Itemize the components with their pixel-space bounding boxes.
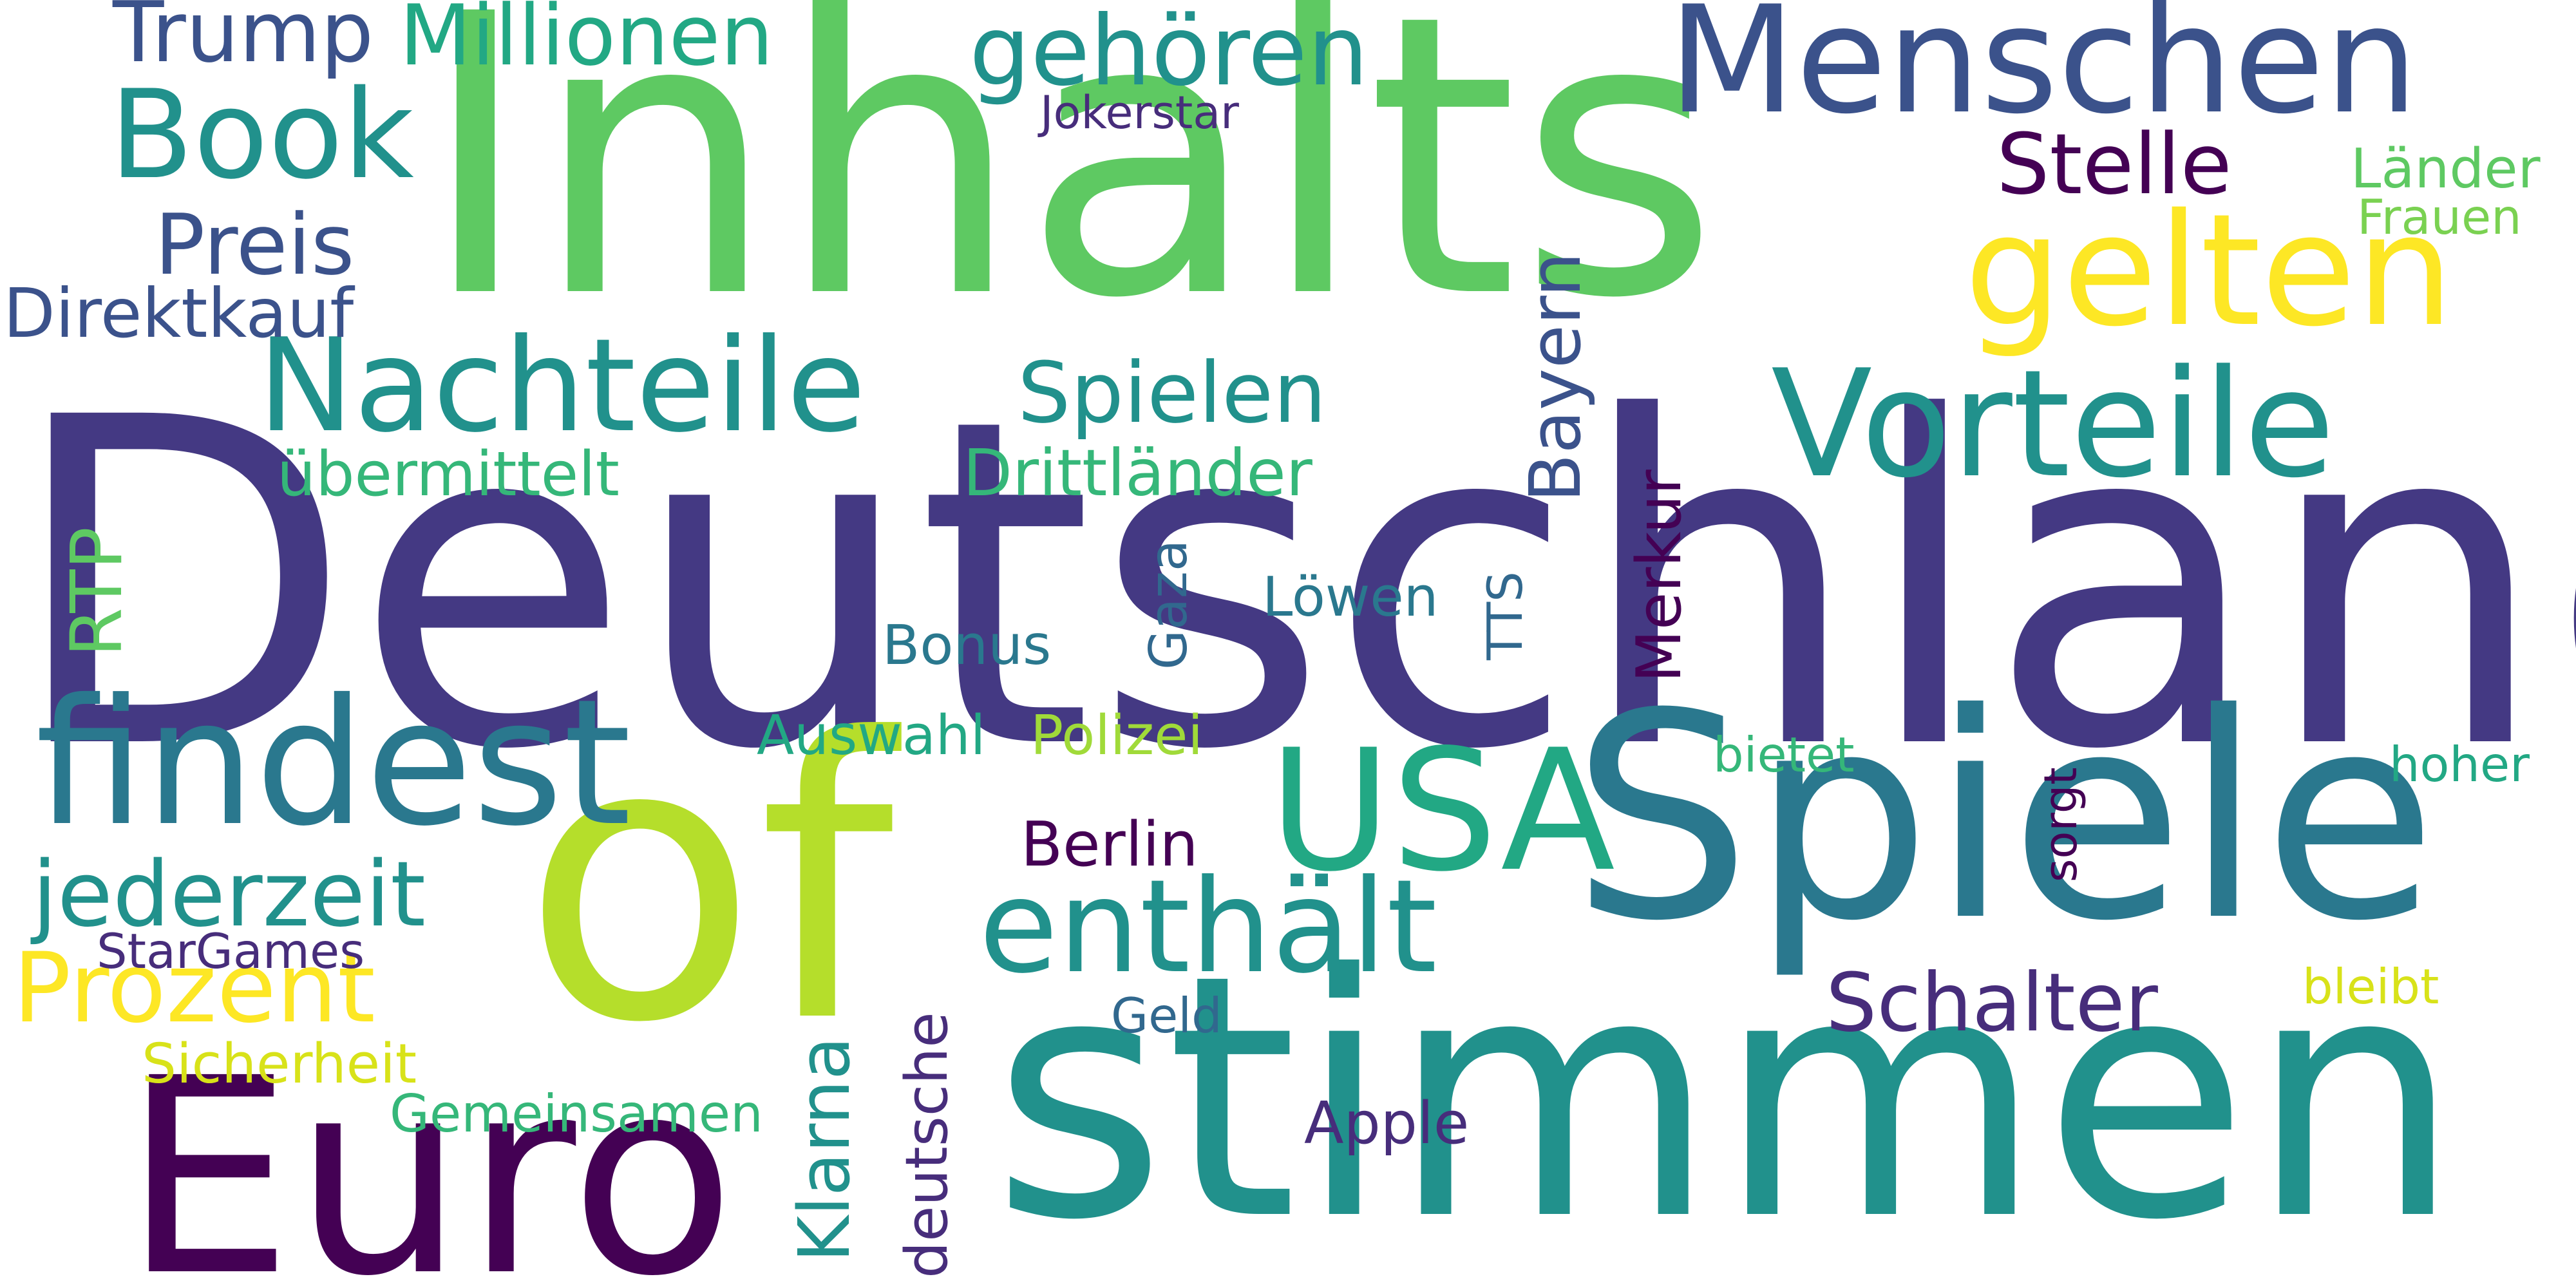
- word-uebermittelt: übermittelt: [277, 439, 620, 510]
- word-merkur: Merkur: [1624, 469, 1695, 683]
- word-apple: Apple: [1304, 1090, 1470, 1157]
- word-book: Book: [109, 64, 414, 206]
- word-polizei: Polizei: [1030, 704, 1203, 768]
- word-gaza: Gaza: [1139, 539, 1198, 670]
- word-spielen: Spielen: [1018, 344, 1327, 442]
- word-sorgt: sorgt: [2034, 767, 2087, 882]
- word-rtp: RTP: [55, 527, 138, 657]
- word-stargames: StarGames: [97, 923, 365, 980]
- word-enthaelt: enthält: [979, 852, 1437, 1002]
- word-gemeinsamen: Gemeinsamen: [390, 1084, 763, 1144]
- word-jederzeit: jederzeit: [32, 842, 426, 947]
- word-preis: Preis: [155, 196, 355, 294]
- word-bonus: Bonus: [882, 614, 1052, 677]
- word-berlin: Berlin: [1021, 810, 1198, 880]
- word-bleibt: bleibt: [2302, 958, 2439, 1015]
- word-trump: Trump: [113, 0, 374, 81]
- word-loewen: Löwen: [1262, 565, 1439, 629]
- word-jokerstar: Jokerstar: [1040, 86, 1239, 139]
- word-geld: Geld: [1111, 987, 1222, 1044]
- word-prozent: Prozent: [13, 933, 375, 1045]
- word-deutschland: Deutschland: [6, 323, 2576, 848]
- word-laender: Länder: [2351, 137, 2541, 201]
- word-gehoeren: gehören: [969, 0, 1369, 108]
- word-inhalts: Inhalts: [419, 0, 1719, 383]
- word-direktkauf: Direktkauf: [3, 274, 354, 353]
- word-nachteile: Nachteile: [258, 311, 866, 461]
- word-stelle: Stelle: [1996, 115, 2232, 213]
- word-spiele: Spiele: [1571, 653, 2438, 983]
- word-findest: findest: [35, 661, 632, 864]
- word-deutsche: deutsche: [893, 1012, 961, 1278]
- word-schalter: Schalter: [1826, 956, 2158, 1050]
- word-tts: TTS: [1477, 571, 1533, 660]
- word-sicherheit: Sicherheit: [142, 1032, 417, 1096]
- word-gelten: gelten: [1964, 180, 2454, 361]
- word-auswahl: Auswahl: [757, 704, 986, 768]
- word-frauen: Frauen: [2357, 189, 2522, 245]
- word-drittlaender: Drittländer: [963, 435, 1312, 511]
- word-of: of: [522, 657, 895, 1107]
- word-stimmen: stimmen: [992, 903, 2461, 1288]
- word-vorteile: Vorteile: [1771, 339, 2335, 511]
- word-bayern: Bayern: [1514, 252, 1596, 502]
- word-hoher: hoher: [2389, 736, 2530, 793]
- word-usa: USA: [1269, 714, 1616, 909]
- word-klarna: Klarna: [783, 1036, 866, 1262]
- word-menschen: Menschen: [1668, 0, 2419, 147]
- word-millionen: Millionen: [399, 0, 773, 84]
- word-euro: Euro: [122, 1021, 735, 1288]
- word-bietet: bietet: [1713, 726, 1855, 783]
